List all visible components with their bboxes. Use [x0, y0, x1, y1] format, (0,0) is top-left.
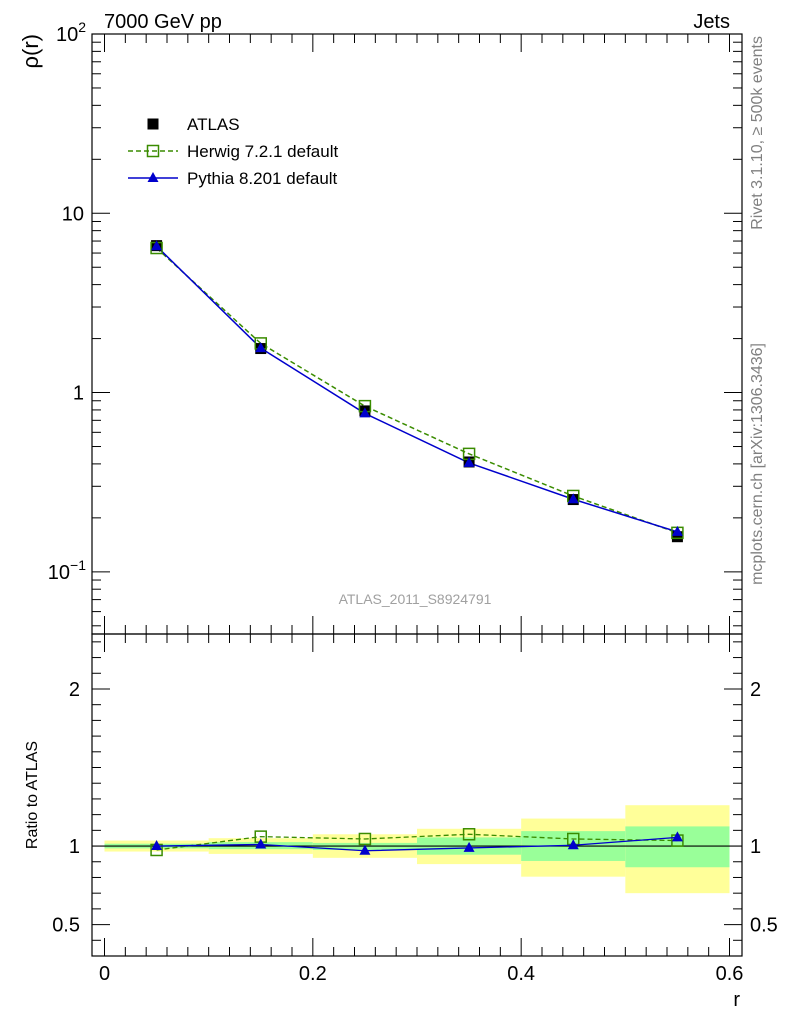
legend-entry: Pythia 8.201 default	[128, 169, 338, 188]
ratio-series-layer	[150, 828, 684, 857]
ratio-plot-panel: 0.5 0.5 1 1 2 2 0 0.2 0.4 0.6 Ratio to ATLAS r	[24, 633, 778, 1011]
ratio-y-tick-label-right: 2	[750, 679, 761, 701]
main-y-tick-label: 1	[73, 383, 84, 405]
main-data-point	[463, 456, 475, 467]
ratio-data-point	[567, 839, 579, 850]
ratio-data-point	[255, 838, 267, 849]
main-plot-panel: 102 10 1 10−1 7000 GeV pp Jets ρ(r) ATLAS_2…	[18, 11, 743, 635]
legend-label: Pythia 8.201 default	[187, 169, 338, 188]
ratio-y-axis: 0.5 0.5 1 1 2 2	[52, 641, 778, 957]
x-tick-label: 0	[99, 963, 110, 985]
ratio-data-point	[671, 831, 683, 842]
ratio-y-tick-label: 0.5	[52, 915, 80, 937]
ratio-data-point	[358, 832, 372, 846]
legend-marker	[146, 144, 160, 158]
legend-entry: ATLAS	[147, 115, 240, 134]
mcplots-label: mcplots.cern.ch [arXiv:1306.3436]	[749, 343, 766, 585]
ratio-series-line	[156, 836, 678, 852]
header-right: Jets	[693, 11, 730, 33]
ratio-plot-frame	[91, 633, 743, 957]
ratio-y-tick-label: 1	[69, 836, 80, 858]
main-data-point	[151, 240, 163, 251]
main-y-axis: 102 10 1 10−1	[48, 19, 742, 627]
main-y-tick-label: 10−1	[48, 557, 86, 584]
main-data-point	[359, 407, 371, 418]
x-tick-label: 0.6	[716, 963, 744, 985]
rivet-version-label: Rivet 3.1.10, ≥ 500k events	[749, 36, 766, 230]
main-y-tick-label: 102	[56, 19, 86, 46]
ratio-data-point	[359, 844, 371, 855]
ratio-y-axis-label: Ratio to ATLAS	[24, 741, 41, 849]
legend-marker	[147, 118, 159, 130]
main-y-tick-label: 10	[62, 203, 84, 225]
legend-marker	[147, 172, 159, 182]
x-axis-label: r	[733, 989, 740, 1011]
main-data-point	[255, 342, 267, 353]
main-data-point	[671, 531, 683, 543]
main-series-layer	[150, 240, 684, 543]
analysis-label: ATLAS_2011_S8924791	[339, 591, 492, 607]
ratio-y-tick-label-right: 1	[750, 836, 761, 858]
legend-entry: Herwig 7.2.1 default	[128, 142, 338, 161]
main-y-axis-label: ρ(r)	[18, 34, 43, 69]
ratio-series-line	[156, 833, 678, 851]
x-tick-label: 0.4	[507, 963, 535, 985]
ratio-y-tick-label: 2	[69, 679, 80, 701]
main-data-point	[671, 525, 683, 536]
legend-label: Herwig 7.2.1 default	[187, 142, 338, 161]
header-left: 7000 GeV pp	[104, 11, 222, 33]
ratio-data-point	[463, 841, 475, 852]
ratio-data-point	[462, 828, 476, 841]
ratio-x-axis: 0 0.2 0.4 0.6	[99, 634, 743, 985]
main-series-line	[156, 245, 678, 533]
legend: ATLAS Herwig 7.2.1 default Pythia 8.201 de…	[128, 115, 338, 188]
main-data-point	[567, 493, 579, 504]
legend-label: ATLAS	[187, 115, 240, 134]
x-tick-label: 0.2	[299, 963, 327, 985]
ratio-y-tick-label-right: 0.5	[750, 915, 778, 937]
ratio-data-point	[151, 840, 163, 851]
main-x-ticks	[104, 34, 730, 634]
main-series-line	[156, 247, 678, 534]
